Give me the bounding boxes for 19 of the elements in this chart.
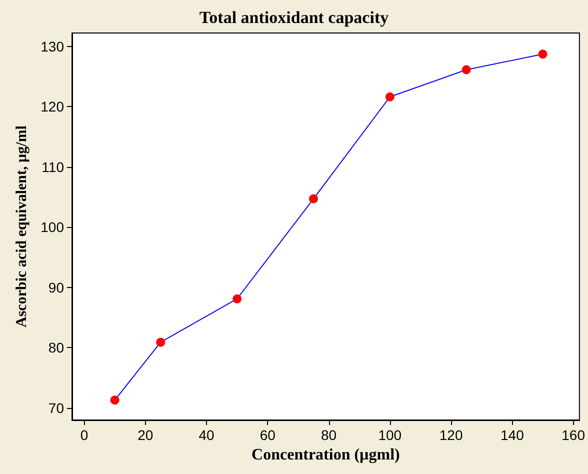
y-tick-label: 110 [42,158,64,175]
x-tick-label: 100 [378,427,402,443]
x-tick-label: 0 [80,427,88,443]
x-tick-label: 120 [439,427,463,443]
y-axis-title: Ascorbic acid equivalent, µg/ml [14,126,30,328]
y-tick-label: 130 [40,38,64,54]
chart-title: Total antioxidant capacity [199,8,390,27]
y-tick-label: 80 [48,340,64,356]
x-tick-label: 140 [500,427,524,443]
x-tick-label: 160 [562,427,586,443]
x-tick-label: 80 [320,427,337,443]
y-tick-label: 120 [40,98,64,115]
x-tick-label: 60 [260,427,276,443]
x-tick-label: 40 [198,427,214,443]
y-tick-label: 70 [48,400,64,416]
y-tick-label: 90 [48,279,64,296]
x-tick-label: 20 [138,427,154,443]
x-axis-title: Concentration (µgml) [252,446,400,464]
y-tick-label: 100 [40,219,64,236]
